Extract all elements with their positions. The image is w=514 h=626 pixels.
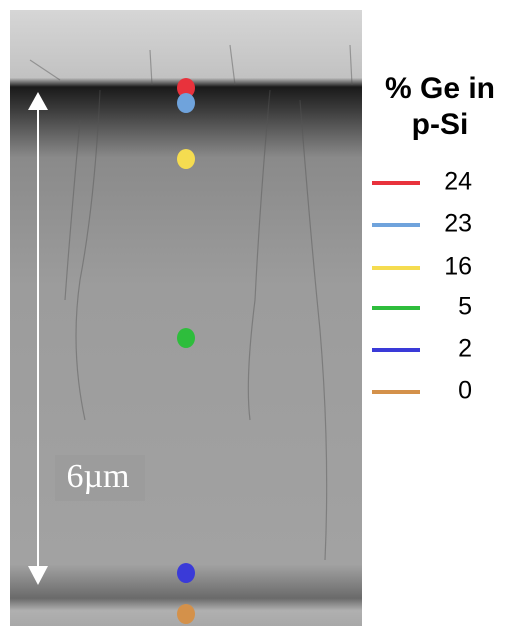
legend-title: p-Si	[412, 108, 469, 141]
legend-label: 24	[444, 168, 472, 196]
legend: 24 23 16 5 2 0	[177, 78, 472, 624]
measurement-dot	[177, 93, 195, 113]
dislocations	[29, 44, 353, 561]
legend-label: 0	[458, 377, 472, 405]
measurement-dot	[177, 78, 195, 98]
measurement-dot	[177, 149, 195, 169]
measurement-dot	[177, 328, 195, 348]
scale-label: 6µm	[66, 458, 129, 495]
measurement-dot	[177, 604, 195, 624]
legend-title: % Ge in	[385, 72, 495, 105]
legend-label: 5	[458, 293, 472, 321]
legend-label: 23	[444, 210, 472, 238]
scale-bar	[28, 92, 48, 585]
measurement-dot	[177, 563, 195, 583]
scale-label-bg	[55, 455, 145, 501]
legend-label: 16	[444, 253, 472, 281]
legend-label: 2	[458, 335, 472, 363]
